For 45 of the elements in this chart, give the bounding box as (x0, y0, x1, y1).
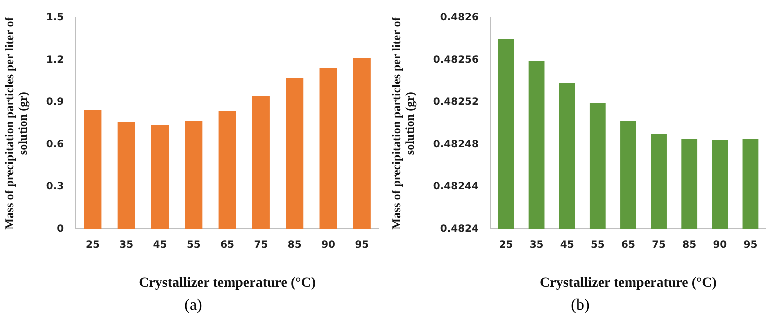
text: (a) (184, 297, 204, 315)
bar (218, 111, 236, 230)
x-tick-label: 65 (220, 240, 235, 251)
x-tick-label: 90 (322, 240, 336, 251)
y-tick-label: 0.48256 (433, 54, 479, 66)
x-tick-label: 65 (622, 240, 636, 251)
y-axis-title: Mass of precipitation particles per liter of solution (gr) (2, 16, 30, 230)
y-tick-label: 0.9 (46, 97, 64, 108)
bar (84, 110, 102, 230)
x-tick-label: 55 (186, 240, 201, 251)
x-tick-label: 85 (682, 240, 697, 251)
y-tick-label: 0.48248 (433, 139, 479, 150)
x-tick-label: 75 (254, 240, 268, 251)
y-tick-label: 0.48252 (433, 97, 479, 108)
bar (152, 125, 169, 230)
bar (286, 78, 304, 230)
x-axis-title: Crystallizer temperature (°C) (540, 276, 718, 292)
x-tick-label: 90 (713, 240, 728, 251)
y-tick-label: 0.6 (46, 139, 64, 150)
x-tick-label: 95 (355, 240, 370, 251)
x-axis-title: Crystallizer temperature (°C) (139, 276, 316, 292)
y-axis-title: Mass of precipitation particles per liter of solution (gr) (390, 16, 417, 230)
bar (320, 68, 338, 230)
y-tick-label: 0 (57, 224, 64, 235)
x-tick-label: 45 (560, 240, 574, 251)
bar (252, 96, 270, 230)
text: (b) (570, 297, 591, 315)
y-tick-label: 0.4824 (440, 224, 479, 235)
x-tick-label: 35 (120, 240, 134, 251)
x-tick-label: 35 (530, 240, 544, 251)
y-tick-label: 1.2 (46, 54, 64, 66)
x-tick-label: 85 (288, 240, 302, 251)
y-tick-label: 0.48244 (433, 182, 479, 193)
x-tick-label: 95 (744, 240, 758, 251)
x-tick-label: 45 (153, 240, 168, 251)
y-tick-label: 0.4826 (440, 12, 479, 24)
x-tick-label: 25 (86, 240, 100, 251)
bar (185, 121, 203, 230)
x-tick-label: 25 (499, 240, 514, 251)
y-tick-label: 0.3 (46, 182, 64, 193)
x-tick-label: 75 (652, 240, 666, 251)
bar (118, 122, 136, 230)
x-tick-label: 55 (590, 240, 605, 251)
y-tick-label: 1.5 (46, 12, 64, 24)
bar (353, 58, 371, 230)
